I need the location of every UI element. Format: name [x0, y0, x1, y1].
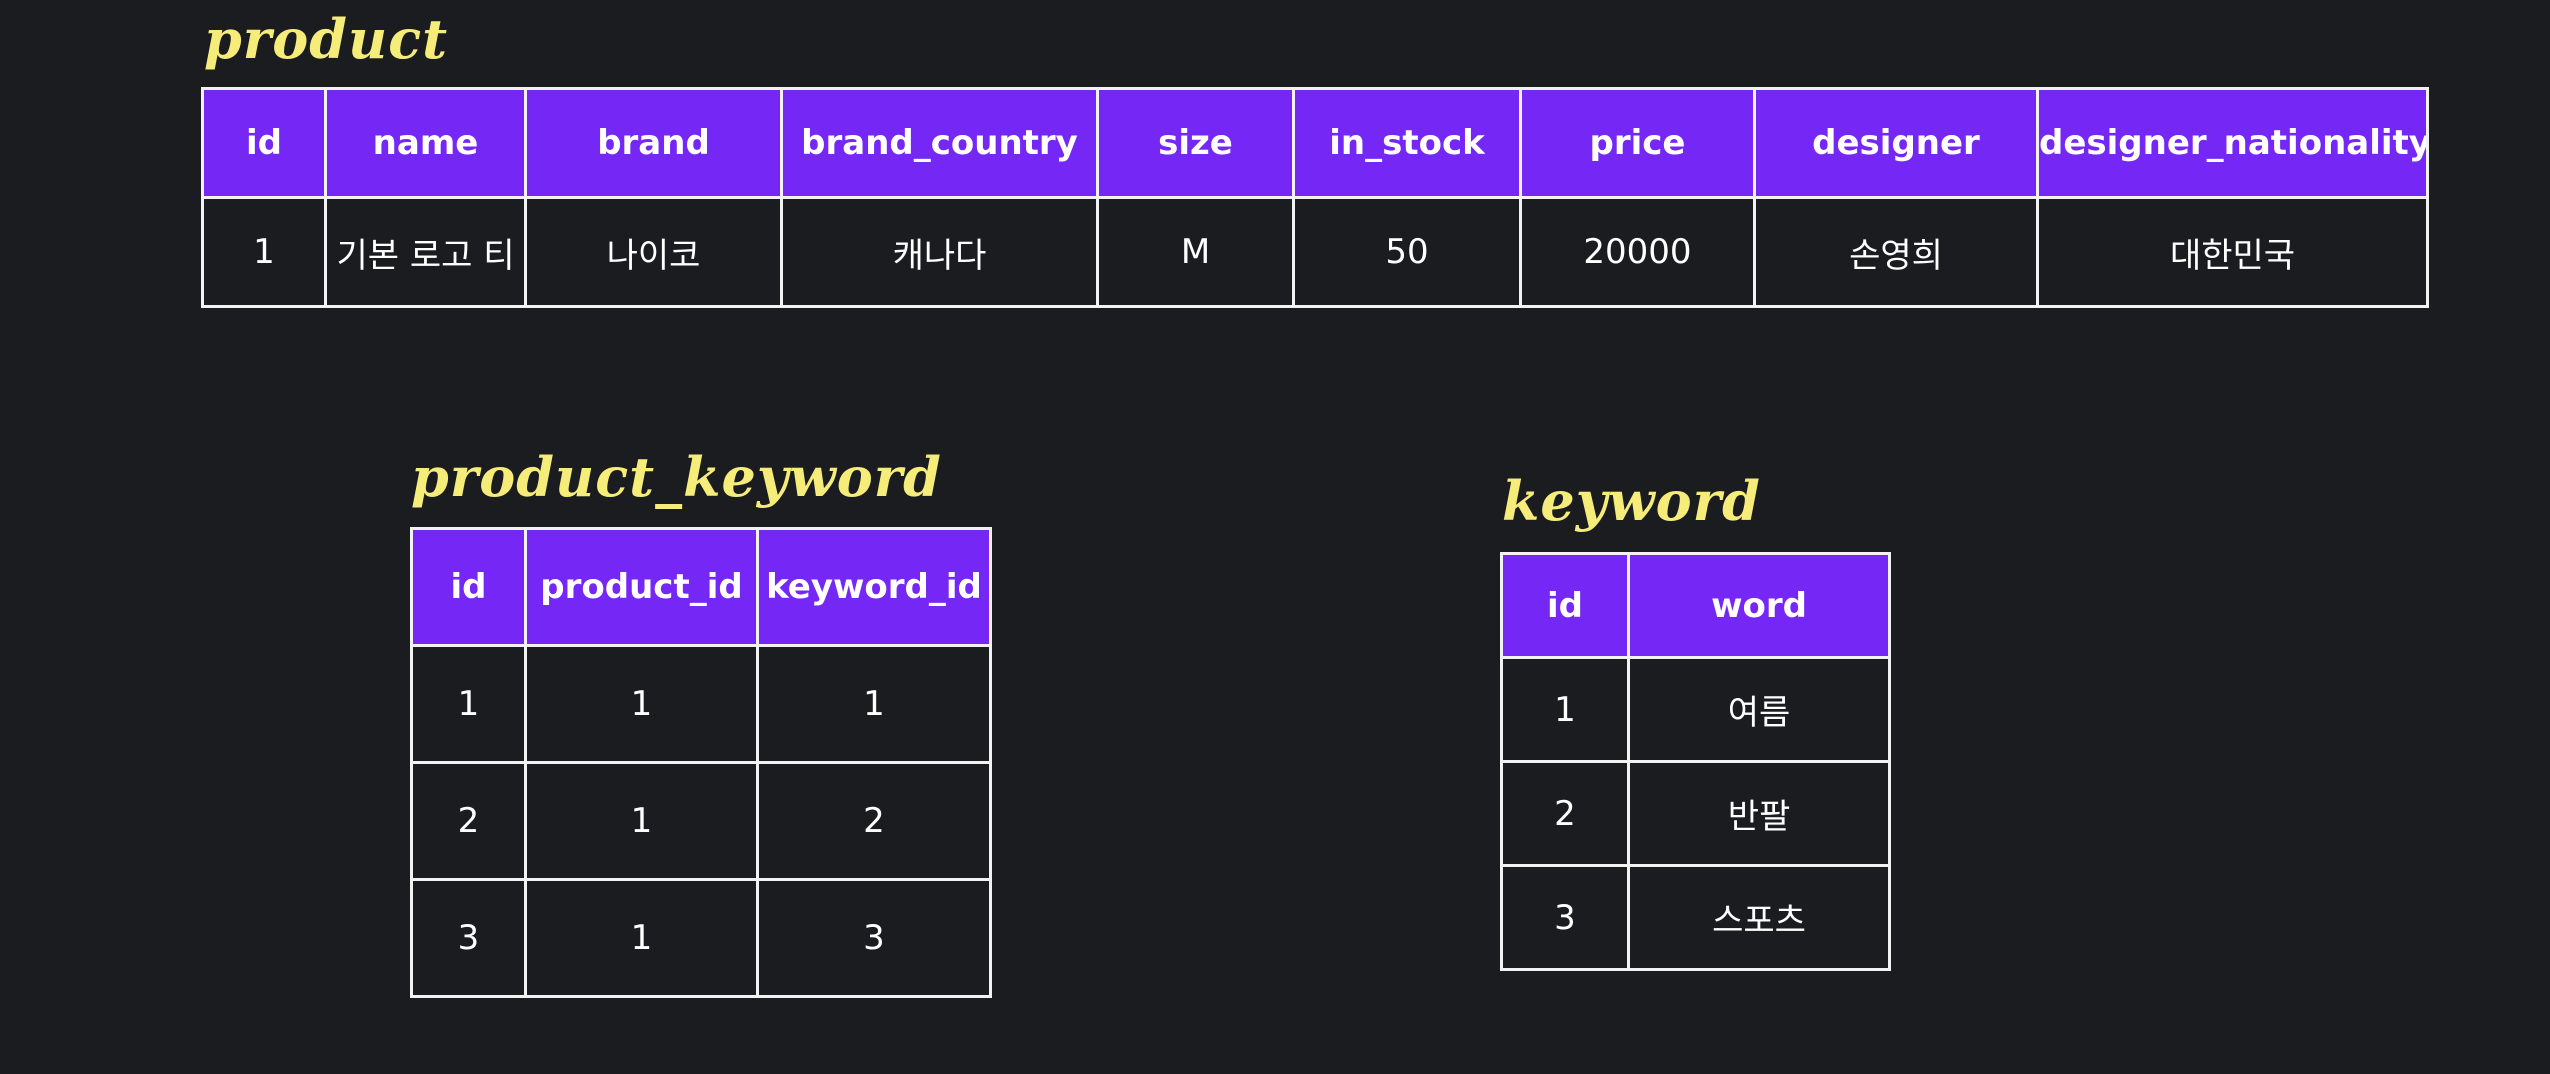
- table-cell: 20000: [1519, 196, 1756, 308]
- table-cell: 1: [524, 761, 759, 881]
- table-header-row: id name brand brand_country size in_stoc…: [201, 87, 2429, 199]
- table-cell: 1: [524, 878, 759, 998]
- table-cell: 1: [410, 644, 527, 764]
- column-header-word: word: [1627, 552, 1891, 659]
- table-row: 1 여름: [1500, 656, 1891, 763]
- table-cell: 2: [410, 761, 527, 881]
- table-cell: 1: [1500, 656, 1630, 763]
- column-header-name: name: [324, 87, 527, 199]
- column-header-id: id: [201, 87, 327, 199]
- table-cell: 1: [756, 644, 992, 764]
- table-cell: 2: [756, 761, 992, 881]
- product-keyword-table: id product_id keyword_id 1 1 1 2 1 2 3 1…: [410, 527, 992, 998]
- table-row: 1 1 1: [410, 644, 992, 764]
- column-header-product-id: product_id: [524, 527, 759, 647]
- keyword-table-title: keyword: [1502, 469, 1761, 533]
- column-header-id: id: [1500, 552, 1630, 659]
- table-cell: M: [1096, 196, 1295, 308]
- table-cell: 스포츠: [1627, 864, 1891, 971]
- table-row: 3 1 3: [410, 878, 992, 998]
- column-header-brand: brand: [524, 87, 783, 199]
- column-header-in-stock: in_stock: [1292, 87, 1522, 199]
- table-cell: 1: [201, 196, 327, 308]
- table-row: 1 기본 로고 티 나이코 캐나다 M 50 20000 손영희 대한민국: [201, 196, 2429, 308]
- table-header-row: id product_id keyword_id: [410, 527, 992, 647]
- product-table: id name brand brand_country size in_stoc…: [201, 87, 2429, 308]
- column-header-brand-country: brand_country: [780, 87, 1099, 199]
- table-cell: 3: [410, 878, 527, 998]
- table-cell: 나이코: [524, 196, 783, 308]
- column-header-designer: designer: [1753, 87, 2039, 199]
- table-row: 3 스포츠: [1500, 864, 1891, 971]
- table-cell: 대한민국: [2036, 196, 2429, 308]
- table-cell: 3: [1500, 864, 1630, 971]
- table-cell: 반팔: [1627, 760, 1891, 867]
- column-header-id: id: [410, 527, 527, 647]
- column-header-designer-nationality: designer_nationality: [2036, 87, 2429, 199]
- product-table-title: product: [204, 7, 449, 71]
- table-cell: 2: [1500, 760, 1630, 867]
- table-cell: 여름: [1627, 656, 1891, 763]
- table-cell: 50: [1292, 196, 1522, 308]
- table-cell: 캐나다: [780, 196, 1099, 308]
- table-cell: 손영희: [1753, 196, 2039, 308]
- table-cell: 1: [524, 644, 759, 764]
- keyword-table: id word 1 여름 2 반팔 3 스포츠: [1500, 552, 1891, 971]
- table-cell: 기본 로고 티: [324, 196, 527, 308]
- product-keyword-table-title: product_keyword: [411, 445, 942, 509]
- table-row: 2 반팔: [1500, 760, 1891, 867]
- table-row: 2 1 2: [410, 761, 992, 881]
- column-header-size: size: [1096, 87, 1295, 199]
- table-header-row: id word: [1500, 552, 1891, 659]
- column-header-keyword-id: keyword_id: [756, 527, 992, 647]
- table-cell: 3: [756, 878, 992, 998]
- column-header-price: price: [1519, 87, 1756, 199]
